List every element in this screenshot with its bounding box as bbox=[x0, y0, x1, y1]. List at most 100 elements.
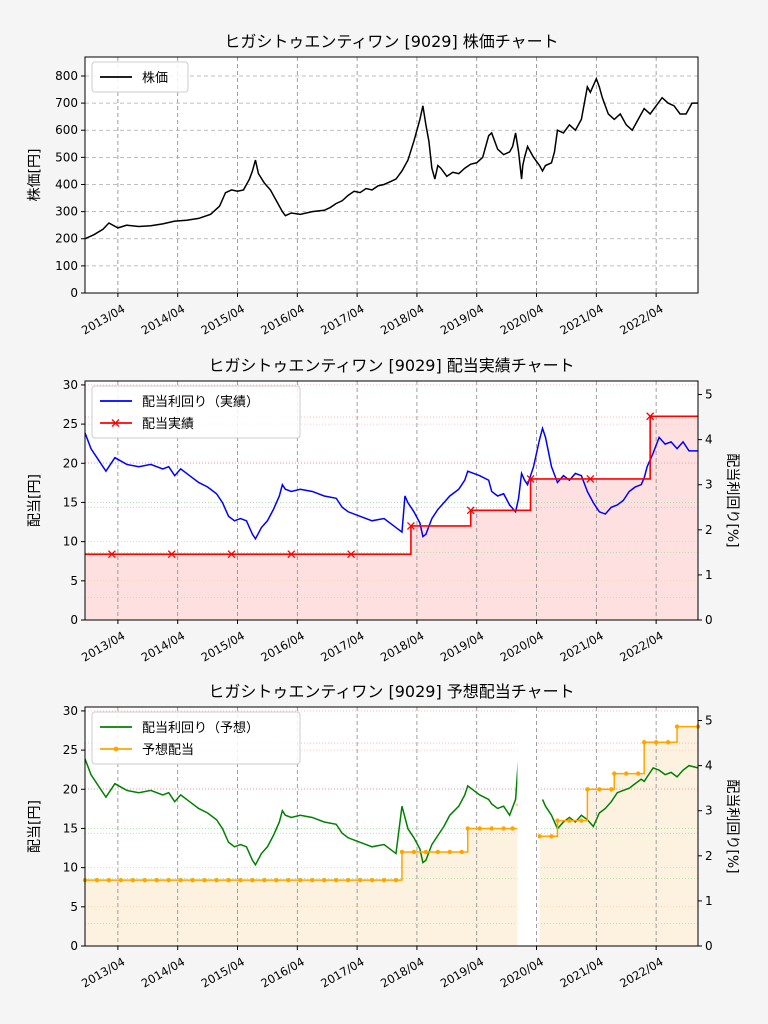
x-tick-label: 2013/04 bbox=[79, 301, 127, 337]
chart-panel-3: 0 5 10 15 20 25 30 0 1 2 3 4 5 2013/04 2014/04 2015/04 2… bbox=[27, 682, 740, 990]
x-tick-label: 2019/04 bbox=[438, 628, 486, 664]
x-tick-label: 2022/04 bbox=[617, 628, 665, 664]
y-tick-label: 15 bbox=[63, 495, 78, 509]
plot-frame bbox=[84, 380, 699, 621]
y-tick-label: 0 bbox=[70, 286, 78, 300]
x-tick-label: 2022/04 bbox=[617, 954, 665, 990]
forecast-dividend-point bbox=[142, 877, 148, 883]
y-right-tick-label: 1 bbox=[705, 894, 713, 908]
forecast-dividend-point bbox=[641, 740, 647, 745]
dividend-marker bbox=[406, 522, 415, 530]
y-right-tick-label: 0 bbox=[705, 613, 713, 627]
x-tick-label: 2020/04 bbox=[498, 301, 546, 337]
series-line-stock-price bbox=[84, 76, 698, 240]
forecast-dividend-point bbox=[624, 771, 629, 776]
x-tick-label: 2017/04 bbox=[318, 301, 366, 337]
forecast-dividend-point bbox=[178, 877, 183, 883]
y-right-tick-label: 1 bbox=[705, 568, 713, 582]
y-tick-label: 600 bbox=[55, 123, 78, 137]
forecast-dividend-point bbox=[345, 877, 351, 883]
forecast-dividend-point bbox=[226, 877, 231, 883]
forecast-dividend-point bbox=[166, 877, 171, 883]
forecast-dividend-point bbox=[653, 740, 659, 745]
dividend-marker bbox=[526, 474, 535, 483]
x-tick-label: 2018/04 bbox=[378, 628, 426, 664]
dividend-marker bbox=[646, 412, 655, 421]
forecast-dividend-point bbox=[106, 877, 112, 883]
legend-marker bbox=[113, 746, 119, 752]
y-tick-label: 20 bbox=[63, 456, 78, 470]
y-right-tick-label: 3 bbox=[705, 478, 713, 492]
plot-frame bbox=[84, 706, 699, 947]
y-tick-label: 10 bbox=[63, 861, 78, 875]
forecast-dividend-point bbox=[459, 849, 464, 855]
y-tick-label: 30 bbox=[63, 704, 78, 718]
forecast-dividend-point bbox=[477, 826, 482, 831]
forecast-dividend-point bbox=[190, 877, 195, 883]
y-right-tick-label: 0 bbox=[705, 939, 713, 953]
plot-area bbox=[85, 57, 698, 293]
forecast-dividend-point bbox=[609, 787, 614, 792]
forecast-dividend-point bbox=[612, 771, 617, 776]
forecast-dividend-point bbox=[447, 849, 453, 855]
dividend-fill-area bbox=[85, 416, 698, 620]
forecast-dividend-point bbox=[549, 834, 554, 839]
x-tick-label: 2014/04 bbox=[139, 301, 187, 337]
forecast-dividend-point bbox=[274, 877, 279, 883]
dividend-fill-area bbox=[539, 726, 698, 946]
y-axis-label-right: 配当利回り[%] bbox=[724, 779, 740, 873]
forecast-dividend-point bbox=[118, 877, 124, 883]
forecast-dividend-point bbox=[250, 877, 255, 883]
y-tick-label: 200 bbox=[55, 232, 78, 246]
x-tick-label: 2015/04 bbox=[199, 628, 247, 664]
y-tick-label: 10 bbox=[63, 535, 78, 549]
x-tick-label: 2021/04 bbox=[557, 301, 605, 337]
forecast-dividend-point bbox=[94, 877, 100, 883]
legend-box bbox=[91, 711, 301, 765]
x-tick-label: 2013/04 bbox=[79, 954, 127, 990]
forecast-dividend-point bbox=[399, 849, 405, 855]
y-right-tick-label: 4 bbox=[705, 759, 713, 773]
plot-frame bbox=[84, 56, 699, 294]
dividend-marker bbox=[586, 474, 595, 483]
y-axis-label: 配当[円] bbox=[27, 800, 43, 853]
forecast-dividend-point bbox=[489, 826, 494, 831]
x-tick-label: 2018/04 bbox=[378, 954, 426, 990]
forecast-dividend-point bbox=[381, 877, 387, 883]
series-line-dividend-actual bbox=[85, 415, 698, 555]
y-axis-label-right: 配当利回り[%] bbox=[724, 453, 740, 547]
x-tick-label: 2018/04 bbox=[378, 301, 426, 337]
y-tick-label: 5 bbox=[70, 900, 78, 914]
forecast-dividend-point bbox=[510, 826, 515, 831]
dividend-marker bbox=[167, 550, 176, 559]
series-line-yield-actual bbox=[84, 425, 698, 541]
legend-label: 配当利回り（予想） bbox=[142, 720, 259, 736]
forecast-dividend-point bbox=[435, 849, 441, 855]
forecast-dividend-point bbox=[465, 826, 470, 831]
x-tick-label: 2021/04 bbox=[557, 954, 605, 990]
legend-label: 配当利回り（実績） bbox=[142, 394, 259, 410]
x-tick-label: 2020/04 bbox=[498, 954, 546, 990]
forecast-dividend-point bbox=[130, 877, 136, 883]
x-tick-label: 2016/04 bbox=[258, 301, 306, 337]
y-axis-label: 配当[円] bbox=[27, 474, 43, 527]
chart-panel-2: 0 5 10 15 20 25 30 0 1 2 3 4 5 2013/04 2014/04 2015/04 2… bbox=[27, 356, 740, 664]
legend-label: 予想配当 bbox=[142, 742, 194, 758]
forecast-dividend-point bbox=[369, 877, 375, 883]
chart-panel-1: 0 100 200 300 400 500 600 700 800 2013/04 2014/04 2… bbox=[27, 32, 699, 337]
x-tick-label: 2015/04 bbox=[199, 954, 247, 990]
y-right-tick-label: 3 bbox=[705, 804, 713, 818]
forecast-dividend-point bbox=[154, 877, 159, 883]
forecast-dividend-point bbox=[286, 877, 291, 883]
dividend-marker bbox=[347, 550, 356, 559]
legend-label: 配当実績 bbox=[142, 416, 194, 432]
y-tick-label: 15 bbox=[63, 821, 78, 835]
legend-box bbox=[91, 385, 301, 439]
x-tick-label: 2016/04 bbox=[258, 954, 306, 990]
forecast-dividend-point bbox=[262, 877, 267, 883]
forecast-dividend-point bbox=[393, 877, 399, 883]
forecast-dividend-point bbox=[423, 849, 429, 855]
dividend-marker bbox=[227, 550, 236, 559]
chart-title: ヒガシトゥエンティワン [9029] 配当実績チャート bbox=[208, 356, 574, 375]
